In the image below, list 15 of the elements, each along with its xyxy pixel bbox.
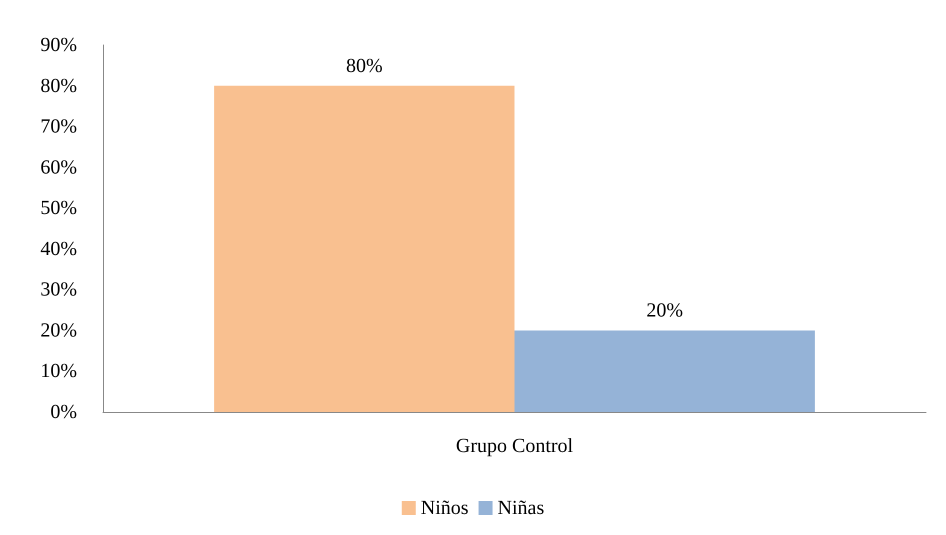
y-tick-label: 30%: [40, 278, 77, 301]
legend-label: Niñas: [498, 497, 544, 519]
legend-label: Niños: [420, 497, 469, 519]
data-label: 20%: [646, 299, 684, 322]
y-tick-label: 50%: [40, 197, 77, 220]
y-tick-label: 40%: [40, 238, 77, 260]
y-tick-label: 80%: [40, 74, 77, 97]
y-tick-label: 60%: [40, 156, 77, 178]
x-tick-label: Grupo Control: [456, 435, 574, 457]
y-tick-label: 10%: [40, 360, 77, 382]
y-tick-label: 90%: [40, 34, 77, 56]
y-tick-label: 20%: [40, 319, 77, 342]
data-label: 80%: [346, 54, 383, 77]
y-tick-label: 0%: [50, 401, 77, 423]
y-tick-label: 70%: [40, 116, 77, 138]
